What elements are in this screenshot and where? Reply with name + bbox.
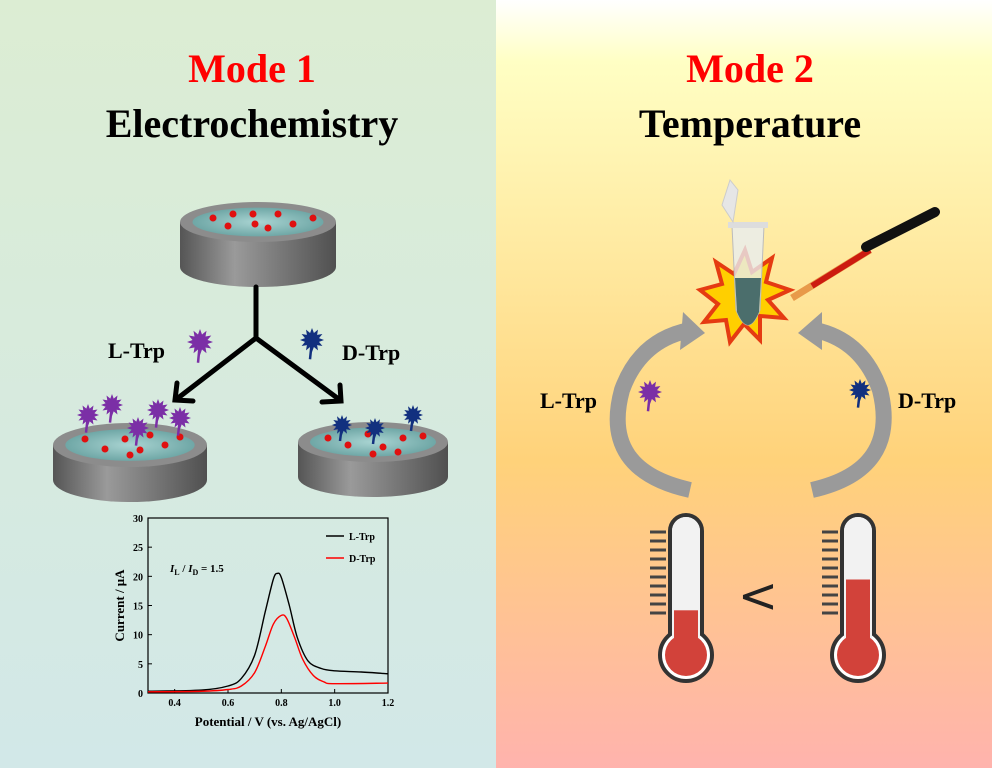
nanoparticle-dot — [419, 432, 427, 440]
y-tick-label: 0 — [138, 689, 143, 700]
nanoparticle-dot — [324, 434, 332, 442]
less-than-sign: < — [738, 568, 778, 624]
nanoparticle-dot — [369, 450, 377, 458]
d-trp-molecule-icon — [332, 415, 352, 442]
y-tick-label: 15 — [133, 602, 143, 613]
nanoparticle-dot — [209, 214, 217, 222]
mode2-d-trp-label: D-Trp — [898, 388, 956, 413]
nanoparticle-dot — [136, 446, 144, 454]
nanoparticle-dot — [394, 448, 402, 456]
annotation-part: = 1.5 — [198, 563, 224, 575]
l-trp-curved-arrow-icon — [609, 312, 705, 498]
bare-electrode — [180, 202, 336, 287]
ratio-annotation: IL / ID = 1.5 — [169, 563, 224, 577]
mode1-title: Mode 1 — [188, 46, 316, 91]
nanoparticle-dot — [309, 214, 317, 222]
mode1-l-trp-label: L-Trp — [108, 338, 165, 363]
nanoparticle-dot — [81, 435, 89, 443]
mode2-title: Mode 2 — [686, 46, 814, 91]
thermometer-d-trp-icon — [822, 513, 886, 683]
l-trp-molecule-icon — [169, 407, 191, 436]
nanoparticle-dot — [224, 222, 232, 230]
d-trp-molecule-icon — [403, 405, 423, 432]
l-trp-molecule-icon — [101, 394, 123, 423]
annotation-part: L — [174, 568, 179, 577]
legend-label: L-Trp — [349, 532, 375, 543]
nanoparticle-dot — [161, 441, 169, 449]
nanoparticle-dot — [399, 434, 407, 442]
annotation-part: I — [169, 563, 175, 575]
series-line-l-trp — [147, 572, 389, 692]
y-tick-label: 20 — [133, 572, 143, 583]
nanoparticle-dot — [274, 210, 282, 218]
nanoparticle-dot — [379, 443, 387, 451]
y-axis-label: Current / μA — [112, 569, 127, 642]
annotation-part: I — [187, 563, 193, 575]
x-tick-label: 0.4 — [168, 698, 181, 709]
annotation-part: / — [180, 563, 189, 575]
d-trp-curved-arrow-icon — [798, 312, 892, 498]
nanoparticle-dot — [249, 210, 257, 218]
d-trp-molecule-icon — [849, 379, 871, 408]
nanoparticle-dot — [251, 220, 259, 228]
d-trp-molecule-icon — [300, 328, 324, 360]
left-panel-background — [0, 0, 496, 768]
l-trp-molecule-icon — [127, 417, 149, 446]
l-trp-molecule-icon — [147, 399, 169, 428]
nanoparticle-dot — [146, 431, 154, 439]
x-axis-label: Potential / V (vs. Ag/AgCl) — [195, 714, 342, 729]
l-trp-molecule-icon — [187, 329, 213, 363]
y-tick-label: 30 — [133, 514, 143, 525]
thermometer-l-trp-icon — [650, 513, 714, 683]
branch-arrows — [172, 284, 344, 405]
mode1-d-trp-label: D-Trp — [342, 340, 400, 365]
legend-label: D-Trp — [349, 554, 376, 565]
electrode-with-d-trp — [298, 405, 448, 497]
microtube-icon — [721, 178, 768, 326]
mode2-subtitle: Temperature — [639, 101, 861, 146]
laser-pointer-icon — [790, 207, 940, 301]
nanoparticle-dot — [289, 220, 297, 228]
right-panel-background — [496, 0, 992, 768]
nanoparticle-dot — [126, 451, 134, 459]
mode1-subtitle: Electrochemistry — [106, 101, 398, 146]
x-tick-label: 1.2 — [382, 698, 395, 709]
nanoparticle-dot — [121, 435, 129, 443]
l-trp-molecule-icon — [638, 380, 662, 412]
electrode-with-l-trp — [53, 394, 207, 502]
l-trp-molecule-icon — [77, 404, 99, 433]
x-tick-label: 1.0 — [328, 698, 341, 709]
y-tick-label: 5 — [138, 660, 143, 671]
x-tick-label: 0.8 — [275, 698, 288, 709]
annotation-part: D — [192, 568, 198, 577]
mode2-l-trp-label: L-Trp — [540, 388, 597, 413]
dpv-chart: 0.4 0.6 0.8 1.0 1.2 0 5 10 15 20 25 30 Potential / V… — [112, 514, 394, 729]
d-trp-molecule-icon — [365, 418, 385, 445]
x-tick-label: 0.6 — [222, 698, 235, 709]
nanoparticle-dot — [344, 441, 352, 449]
nanoparticle-dot — [264, 224, 272, 232]
y-tick-label: 10 — [133, 631, 143, 642]
series-line-d-trp — [147, 614, 389, 693]
nanoparticle-dot — [101, 445, 109, 453]
y-tick-label: 25 — [133, 543, 143, 554]
nanoparticle-dot — [229, 210, 237, 218]
